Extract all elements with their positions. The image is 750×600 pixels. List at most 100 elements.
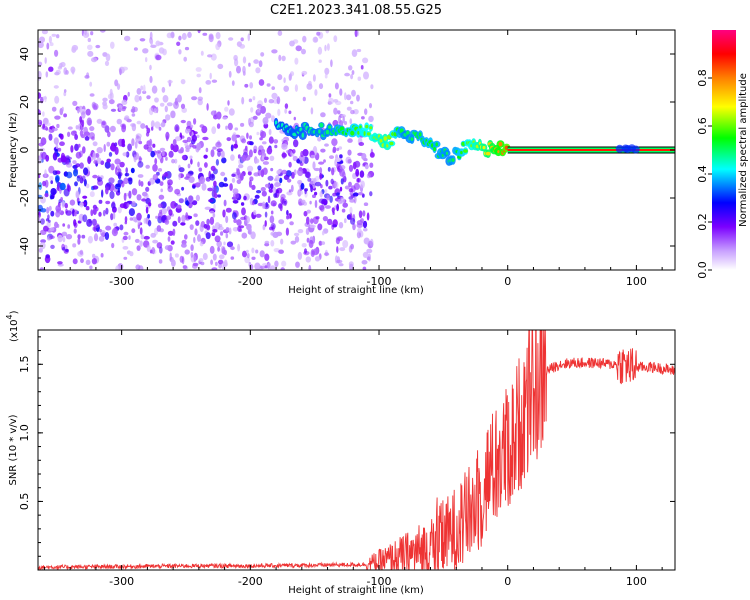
noise-blob <box>84 136 90 141</box>
noise-blob <box>198 87 202 94</box>
noise-blob <box>284 103 289 109</box>
noise-blob <box>247 33 251 42</box>
noise-blob <box>139 240 143 247</box>
noise-blob <box>171 159 176 164</box>
noise-blob <box>268 136 274 144</box>
noise-blob <box>52 170 58 176</box>
noise-blob <box>351 89 356 97</box>
noise-blob <box>255 67 261 74</box>
noise-blob <box>369 103 372 109</box>
noise-blob <box>40 239 46 244</box>
noise-blob <box>215 261 218 266</box>
noise-blob <box>44 57 47 64</box>
noise-blob <box>339 154 343 159</box>
noise-blob <box>274 260 279 268</box>
noise-blob <box>368 115 374 123</box>
x-tick-label: -300 <box>109 275 134 288</box>
noise-blob <box>240 202 245 206</box>
noise-blob <box>251 256 256 260</box>
noise-blob <box>231 177 236 183</box>
noise-blob <box>332 211 335 215</box>
noise-blob <box>178 198 184 204</box>
noise-blob <box>345 156 352 164</box>
snr-x-label: Height of straight line (km) <box>288 585 424 596</box>
signal-blob-core <box>350 130 355 136</box>
noise-blob <box>209 245 215 254</box>
noise-blob <box>131 228 136 234</box>
noise-blob <box>336 192 340 197</box>
noise-blob <box>105 200 111 205</box>
noise-blob <box>274 181 280 188</box>
noise-blob <box>286 149 292 154</box>
noise-blob <box>351 49 358 57</box>
noise-blob <box>130 123 136 127</box>
noise-blob <box>304 188 308 192</box>
noise-blob <box>107 131 111 138</box>
noise-blob <box>210 53 217 61</box>
noise-blob <box>133 154 137 163</box>
noise-blob <box>185 173 191 179</box>
noise-blob <box>117 172 122 180</box>
noise-blob <box>318 161 325 165</box>
noise-blob <box>196 142 202 151</box>
noise-blob <box>236 219 242 226</box>
snr-multiplier-exponent: 4 <box>5 314 14 319</box>
noise-blob <box>106 141 111 147</box>
noise-blob <box>150 232 156 238</box>
noise-blob <box>115 265 120 270</box>
noise-blob <box>210 165 216 172</box>
noise-blob <box>350 243 354 250</box>
noise-blob <box>293 139 299 148</box>
noise-blob <box>357 76 362 81</box>
noise-blob <box>108 177 115 184</box>
noise-blob <box>92 185 99 190</box>
noise-blob <box>290 240 297 245</box>
noise-blob <box>158 259 163 264</box>
noise-blob <box>186 136 192 143</box>
noise-blob <box>184 234 188 240</box>
noise-blob <box>176 41 181 46</box>
noise-blob <box>331 207 335 214</box>
noise-blob <box>228 108 235 116</box>
noise-blob <box>240 173 244 181</box>
noise-blob <box>363 227 368 232</box>
noise-blob <box>364 164 369 170</box>
noise-blob <box>233 218 237 223</box>
noise-blob <box>241 232 248 239</box>
noise-blob <box>93 223 100 229</box>
noise-blob <box>324 44 327 52</box>
noise-blob <box>180 222 186 226</box>
noise-blob <box>73 130 77 134</box>
noise-blob <box>281 198 288 206</box>
noise-blob <box>50 188 57 196</box>
noise-blob <box>323 159 326 163</box>
noise-blob <box>153 108 157 114</box>
noise-blob <box>73 168 78 177</box>
signal-blob-core <box>274 120 278 125</box>
noise-blob <box>110 41 115 49</box>
noise-blob <box>253 209 257 216</box>
noise-blob <box>74 181 78 187</box>
noise-blob <box>337 110 341 115</box>
noise-blob <box>54 95 60 104</box>
y-tick-label: 0.5 <box>18 493 31 511</box>
noise-blob <box>259 137 263 141</box>
noise-blob <box>289 73 293 81</box>
noise-blob <box>63 91 67 97</box>
noise-blob <box>225 125 228 130</box>
noise-blob <box>349 118 353 125</box>
noise-blob <box>223 199 227 207</box>
noise-blob <box>302 149 309 157</box>
noise-blob <box>56 34 60 39</box>
noise-blob <box>197 161 200 168</box>
noise-blob <box>140 85 144 91</box>
noise-blob <box>167 182 171 189</box>
noise-blob <box>131 216 138 222</box>
noise-blob <box>176 204 182 209</box>
noise-blob <box>38 73 42 81</box>
noise-blob <box>270 167 274 172</box>
noise-blob <box>128 190 132 199</box>
noise-blob <box>140 234 144 240</box>
noise-blob <box>87 156 92 165</box>
